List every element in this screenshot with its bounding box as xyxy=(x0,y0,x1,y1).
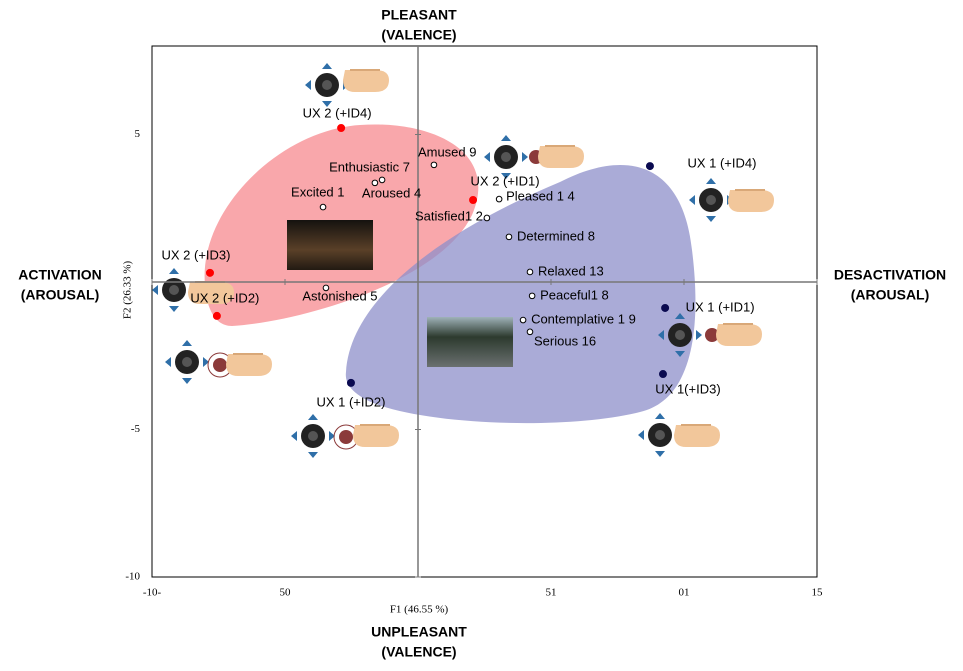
point-label: Pleased 1 4 xyxy=(506,189,575,204)
x-tick-label: -10- xyxy=(143,587,162,599)
point xyxy=(528,292,536,300)
point-label: UX 1 (+ID1) xyxy=(686,299,755,314)
gesture-icons xyxy=(151,62,775,459)
point xyxy=(645,162,654,171)
point-label: Excited 1 xyxy=(291,185,344,200)
point xyxy=(483,214,491,222)
point xyxy=(212,311,221,320)
y-tick-label: -10 xyxy=(125,571,140,583)
x-tick-label: 51 xyxy=(546,587,557,599)
point-label: Aroused 4 xyxy=(362,185,421,200)
point-label: UX 1(+ID3) xyxy=(655,381,720,396)
point-label: UX 2 (+ID2) xyxy=(190,290,259,305)
point-label: UX 1 (+ID2) xyxy=(316,394,385,409)
point xyxy=(205,268,214,277)
left-label: ACTIVATION xyxy=(18,267,101,283)
point xyxy=(519,316,527,324)
point xyxy=(526,268,534,276)
point xyxy=(526,328,534,336)
point xyxy=(505,233,513,241)
plot-frame xyxy=(151,45,818,578)
point-label: UX 1 (+ID4) xyxy=(687,156,756,171)
right-label: DESACTIVATION xyxy=(834,267,946,283)
x-tick-label: 01 xyxy=(679,587,690,599)
top-label: PLEASANT xyxy=(381,7,457,23)
point-label: Contemplative 1 9 xyxy=(531,311,636,326)
point-label: UX 2 (+ID4) xyxy=(303,105,372,120)
point-label: Amused 9 xyxy=(418,144,477,159)
left-label: (AROUSAL) xyxy=(21,287,100,303)
point xyxy=(371,179,379,187)
night-photo xyxy=(287,220,373,270)
point-label: UX 2 (+ID1) xyxy=(471,173,540,188)
y-axis-title: F2 (26.33 %) xyxy=(122,260,134,319)
day-photo xyxy=(427,317,513,367)
point-label: Peaceful1 8 xyxy=(540,287,609,302)
point-label: UX 2 (+ID3) xyxy=(161,247,230,262)
point-label: Relaxed 13 xyxy=(538,263,604,278)
bottom-label: UNPLEASANT xyxy=(371,624,467,640)
y-tick-label: 5 xyxy=(135,128,141,140)
point-label: Satisfied1 2 xyxy=(415,208,483,223)
point xyxy=(495,195,503,203)
point-label: Enthusiastic 7 xyxy=(329,159,410,174)
y-tick-label: -5 xyxy=(131,423,141,435)
point xyxy=(430,161,438,169)
point xyxy=(658,370,667,379)
point xyxy=(661,303,670,312)
point xyxy=(319,203,327,211)
point xyxy=(337,124,346,133)
point xyxy=(378,176,386,184)
x-axis-title: F1 (46.55 %) xyxy=(390,604,449,616)
right-label: (AROUSAL) xyxy=(851,287,930,303)
bottom-label: (VALENCE) xyxy=(381,644,456,660)
x-tick-label: 50 xyxy=(280,587,292,599)
point xyxy=(469,195,478,204)
point xyxy=(322,284,330,292)
top-label: (VALENCE) xyxy=(381,27,456,43)
x-tick-label: 15 xyxy=(812,587,824,599)
point-label: Determined 8 xyxy=(517,228,595,243)
point-label: Astonished 5 xyxy=(302,288,377,303)
point-label: Serious 16 xyxy=(534,333,596,348)
point xyxy=(346,378,355,387)
